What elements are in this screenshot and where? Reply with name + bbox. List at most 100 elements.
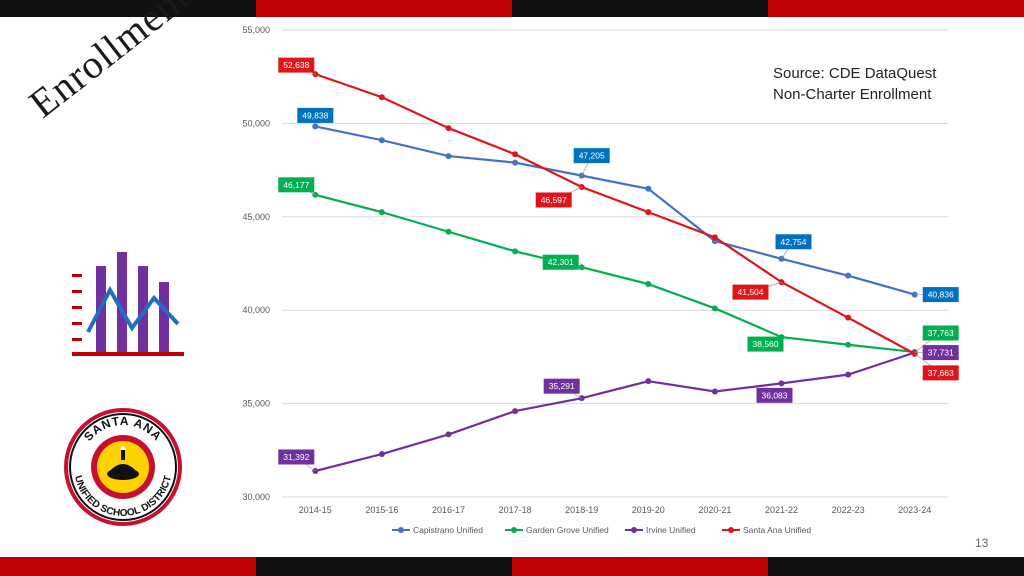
data-point: [445, 431, 452, 438]
x-tick-label: 2016-17: [432, 505, 465, 515]
data-point: [512, 248, 519, 255]
series-line: [314, 73, 916, 355]
data-label-box: [297, 107, 334, 123]
x-tick-label: 2023-24: [898, 505, 931, 515]
chart-data-labels: 49,838 47,205 42,754 40,836 46,177 42,301 38,5…: [278, 57, 959, 472]
data-label-box: [756, 387, 793, 403]
data-point: [312, 123, 319, 130]
bottom-bar-segment: [512, 557, 768, 576]
enrollment-line-chart: 30,000 35,000 40,000 45,000 50,000 55,000 2014…: [242, 25, 959, 535]
data-label-box: [543, 378, 580, 394]
series-line: [315, 193, 915, 354]
data-point: [512, 408, 519, 415]
data-point: [845, 272, 852, 279]
data-point: [378, 137, 385, 144]
x-tick-label: 2018-19: [565, 505, 598, 515]
data-label: 49,838: [302, 110, 328, 120]
x-tick-label: 2019-20: [632, 505, 665, 515]
y-tick-label: 45,000: [242, 212, 270, 222]
y-tick-label: 50,000: [242, 118, 270, 128]
data-label-box: [573, 148, 610, 164]
data-label-box: [278, 177, 315, 193]
legend-marker: [511, 527, 517, 533]
y-tick-label: 55,000: [242, 25, 270, 35]
series-line: [315, 351, 916, 473]
slide-title: Enrollment: [20, 0, 199, 127]
data-point: [845, 371, 852, 378]
data-label-box: [542, 254, 579, 270]
page-number: 13: [975, 536, 989, 550]
enrollment-chart-icon: [70, 248, 186, 365]
data-label-box: [732, 284, 769, 300]
data-label: 37,763: [928, 328, 954, 338]
district-seal-logo: SANTA ANA UNIFIED SCHOOL DISTRICT: [62, 406, 184, 533]
data-point: [645, 378, 652, 385]
data-point: [445, 125, 452, 132]
data-label-box: [278, 449, 315, 465]
data-label-box: [278, 57, 315, 73]
data-label: 42,754: [781, 237, 807, 247]
data-label: 52,638: [283, 60, 309, 70]
legend-marker: [631, 527, 637, 533]
data-label: 37,731: [928, 348, 954, 358]
data-label: 40,836: [928, 290, 954, 300]
bottom-bar-divider: [0, 555, 1024, 557]
top-bar-segment: [0, 0, 256, 19]
source-subline: Non-Charter Enrollment: [773, 86, 932, 103]
data-label-box: [775, 234, 812, 250]
data-label-box: [922, 325, 959, 341]
x-tick-label: 2020-21: [698, 505, 731, 515]
x-tick-label: 2014-15: [299, 505, 332, 515]
x-tick-label: 2017-18: [499, 505, 532, 515]
data-label: 31,392: [283, 452, 309, 462]
legend-label: Irvine Unified: [646, 525, 696, 535]
legend-label: Capistrano Unified: [413, 525, 483, 535]
data-label: 38,560: [753, 339, 779, 349]
chart-legend: Capistrano Unified Garden Grove Unified Ir…: [392, 525, 811, 535]
top-bar-segment: [512, 0, 768, 19]
bottom-bar-segment: [0, 557, 256, 576]
source-line: Source: CDE DataQuest: [773, 65, 937, 82]
series-line: [315, 125, 916, 296]
data-point: [512, 159, 519, 166]
x-tick-label: 2021-22: [765, 505, 798, 515]
legend-marker: [728, 527, 734, 533]
data-point: [711, 388, 718, 395]
chart-series: [312, 71, 918, 474]
data-point: [378, 209, 385, 216]
legend-label: Garden Grove Unified: [526, 525, 609, 535]
data-point: [645, 209, 652, 216]
chart-gridlines: [282, 29, 948, 498]
source-note: Source: CDE DataQuest Non-Charter Enroll…: [773, 63, 936, 105]
x-tick-label: 2015-16: [365, 505, 398, 515]
data-point: [378, 451, 385, 458]
data-point: [445, 228, 452, 235]
data-label: 46,597: [541, 195, 567, 205]
data-label-box: [747, 336, 784, 352]
y-tick-label: 35,000: [242, 399, 270, 409]
top-bar-segment: [256, 0, 512, 19]
data-point: [845, 341, 852, 348]
data-point: [378, 94, 385, 101]
data-point: [711, 305, 718, 312]
data-label: 36,083: [762, 390, 788, 400]
data-label-box: [535, 192, 572, 208]
y-tick-label: 30,000: [242, 492, 270, 502]
data-point: [711, 234, 718, 241]
data-point: [778, 380, 785, 387]
chart-axes: 30,000 35,000 40,000 45,000 50,000 55,000 2014…: [242, 25, 931, 515]
y-tick-label: 40,000: [242, 305, 270, 315]
x-tick-label: 2022-23: [832, 505, 865, 515]
top-accent-bar: [0, 0, 1024, 19]
data-label: 37,663: [928, 368, 954, 378]
top-bar-divider: [0, 17, 1024, 19]
data-label-box: [922, 345, 959, 361]
data-label: 46,177: [283, 180, 309, 190]
data-label-box: [922, 365, 959, 381]
data-label: 47,205: [579, 151, 605, 161]
data-label-box: [922, 287, 959, 303]
top-bar-segment: [768, 0, 1024, 19]
legend-label: Santa Ana Unified: [743, 525, 811, 535]
data-label: 35,291: [549, 381, 575, 391]
bottom-bar-segment: [768, 557, 1024, 576]
